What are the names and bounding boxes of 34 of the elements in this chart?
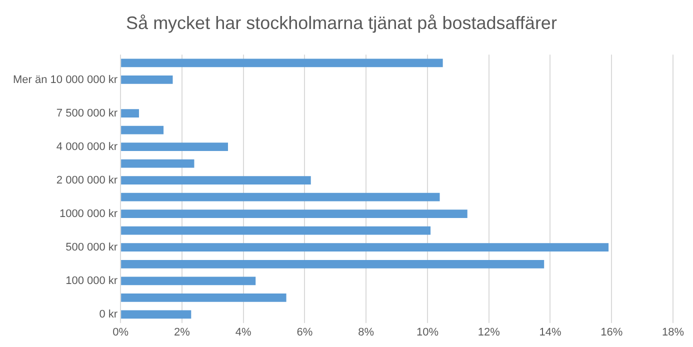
x-tick-label: 4%	[235, 326, 252, 338]
bar	[121, 109, 139, 118]
y-tick-label: 7 500 000 kr	[56, 107, 118, 120]
x-tick-label: 18%	[662, 326, 684, 338]
x-tick-label: 16%	[600, 326, 623, 338]
bar	[121, 126, 164, 134]
bar	[121, 142, 228, 151]
bar	[121, 76, 173, 84]
bar	[121, 176, 311, 185]
bar	[121, 192, 440, 202]
x-tick-label: 6%	[296, 326, 313, 338]
bar	[121, 310, 192, 319]
bar	[121, 243, 609, 252]
bar	[121, 260, 544, 268]
x-tick-label: 8%	[358, 326, 374, 338]
y-tick-label: Mer än 10 000 000 kr	[12, 74, 118, 86]
y-tick-label: 100 000 kr	[66, 274, 118, 287]
bar	[121, 226, 431, 235]
y-tick-label: 2 000 000 kr	[56, 174, 118, 186]
x-tick-label: 14%	[539, 326, 562, 338]
bar	[121, 276, 256, 286]
y-tick-label: 4 000 000 kr	[56, 140, 118, 153]
bar	[121, 293, 286, 302]
x-tick-label: 2%	[174, 326, 190, 338]
x-tick-label: 12%	[478, 326, 500, 338]
y-tick-label: 1000 000 kr	[59, 208, 118, 220]
y-tick-label: 500 000 kr	[66, 241, 118, 254]
chart-title: Så mycket har stockholmarna tjänat på bostadsaffärer	[126, 12, 557, 33]
bar	[121, 58, 443, 68]
x-tick-label: 10%	[416, 326, 439, 338]
bar	[121, 159, 194, 168]
bar	[121, 210, 468, 218]
y-tick-label: 0 kr	[99, 308, 118, 320]
x-tick-label: 0%	[112, 326, 129, 338]
